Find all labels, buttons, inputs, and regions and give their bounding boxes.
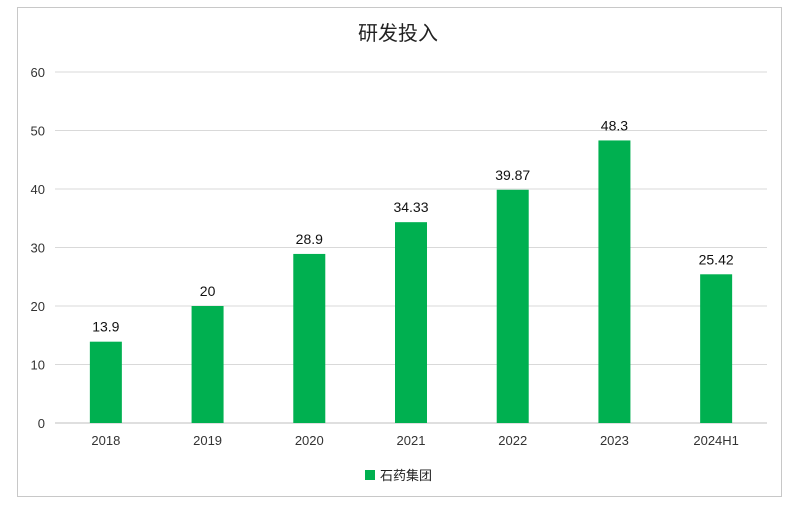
x-tick-label: 2018	[91, 433, 120, 448]
bar	[89, 341, 122, 423]
x-axis: 2018 2019 2020 2021 2022 2023 2024H1	[91, 433, 739, 448]
y-tick-label: 20	[31, 299, 45, 314]
y-tick-label: 40	[31, 182, 45, 197]
x-tick-label: 2024H1	[693, 433, 739, 448]
chart-title: 研发投入	[358, 22, 438, 45]
x-tick-label: 2019	[193, 433, 222, 448]
y-tick-label: 0	[38, 416, 45, 431]
data-label: 39.87	[495, 167, 530, 183]
y-tick-label: 50	[31, 124, 45, 139]
data-label: 13.9	[92, 319, 119, 335]
bar	[395, 222, 427, 423]
bar	[598, 140, 631, 423]
bar	[293, 253, 326, 423]
data-label: 25.42	[699, 251, 734, 267]
data-label: 20	[200, 283, 216, 299]
x-tick-label: 2023	[600, 433, 629, 448]
y-axis: 0 10 20 30 40 50 60	[31, 65, 45, 431]
y-tick-label: 30	[31, 241, 45, 256]
bar	[700, 274, 733, 423]
bars: 13.9 20 28.9 34.33 39.87 48.3 25.42	[89, 117, 734, 423]
legend-swatch-shiyao	[365, 470, 375, 480]
bar	[496, 189, 529, 423]
x-tick-label: 2022	[498, 433, 527, 448]
data-label: 34.33	[393, 199, 428, 215]
data-label: 48.3	[601, 117, 628, 133]
bar	[191, 306, 224, 423]
gridlines	[55, 71, 767, 424]
x-tick-label: 2021	[397, 433, 426, 448]
y-tick-label: 60	[31, 65, 45, 80]
y-tick-label: 10	[31, 358, 45, 373]
legend: 石药集团	[365, 468, 432, 483]
legend-label-shiyao: 石药集团	[380, 468, 432, 483]
data-label: 28.9	[296, 231, 323, 247]
x-tick-label: 2020	[295, 433, 324, 448]
